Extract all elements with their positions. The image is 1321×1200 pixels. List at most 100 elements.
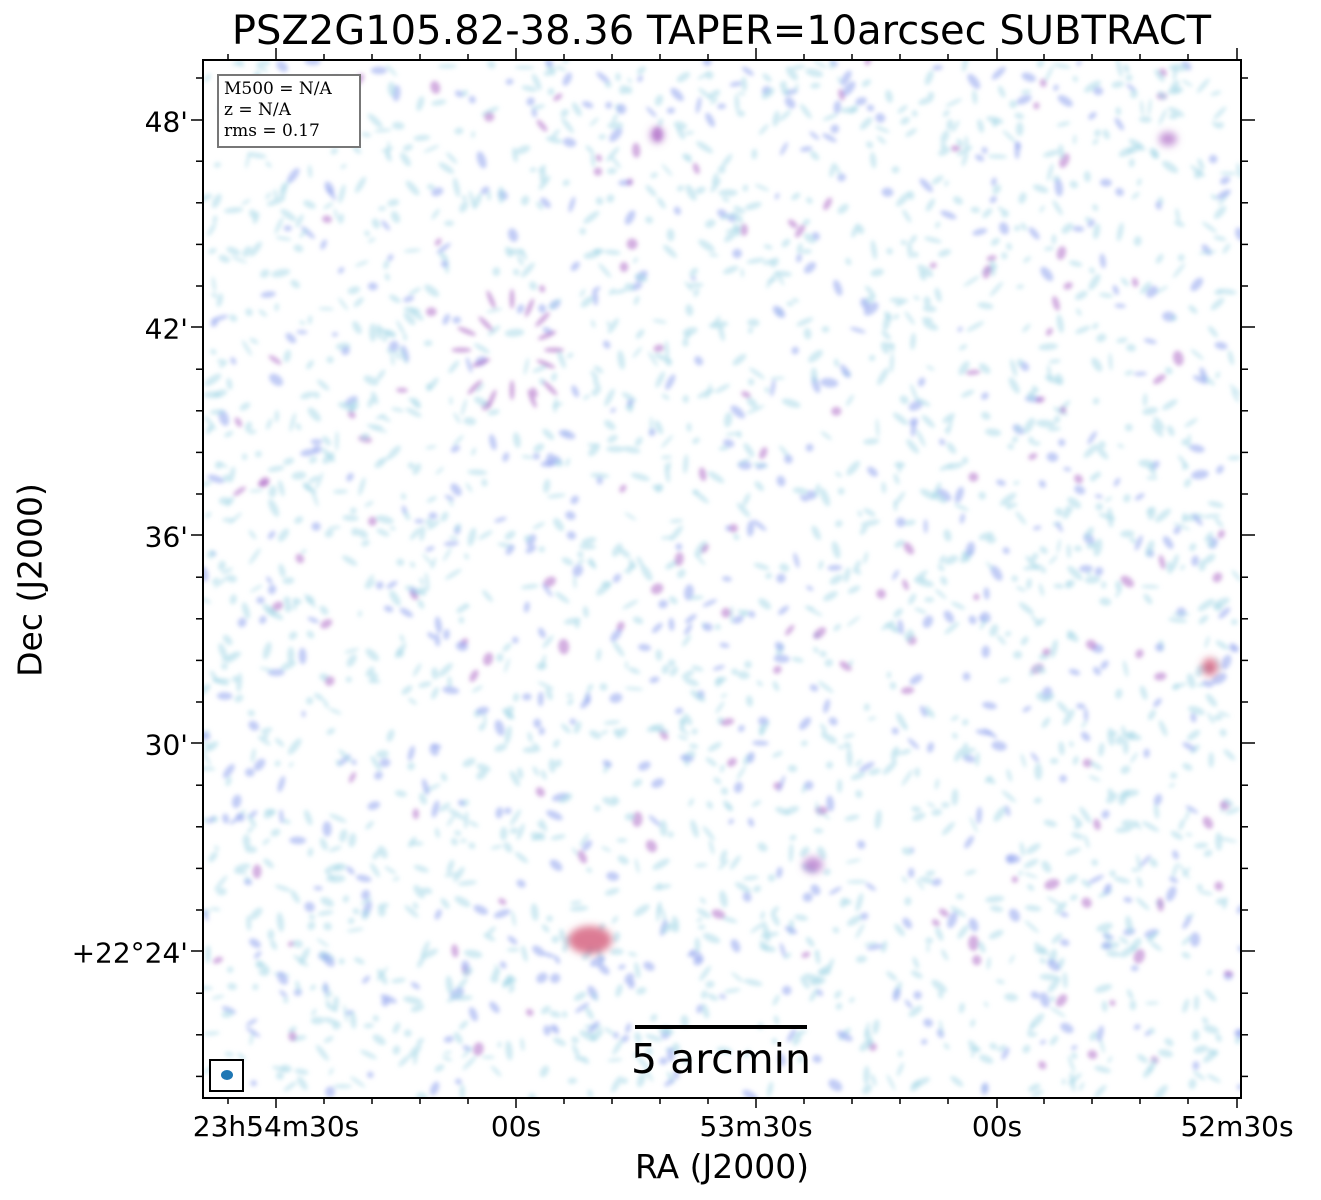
noise-blob: [347, 410, 356, 419]
noise-blob: [1129, 537, 1137, 544]
noise-blob: [977, 119, 984, 133]
noise-blob: [1034, 763, 1043, 781]
noise-blob: [1124, 370, 1134, 376]
noise-blob: [1135, 897, 1150, 911]
noise-blob: [1158, 720, 1168, 737]
noise-blob: [562, 1011, 568, 1018]
noise-blob: [682, 327, 698, 336]
noise-blob: [358, 477, 366, 496]
noise-blob: [1057, 95, 1073, 107]
noise-blob: [259, 667, 275, 672]
noise-blob: [538, 627, 546, 639]
noise-blob: [636, 1072, 646, 1088]
noise-blob: [554, 591, 570, 604]
noise-blob: [1094, 129, 1102, 137]
noise-blob: [1016, 284, 1025, 289]
noise-blob: [590, 152, 596, 168]
noise-blob: [370, 755, 382, 771]
noise-blob: [633, 257, 638, 264]
noise-blob: [991, 66, 1006, 80]
noise-blob: [1182, 866, 1191, 878]
noise-blob: [473, 396, 489, 407]
noise-blob: [250, 1080, 257, 1087]
noise-blob: [1072, 755, 1079, 765]
noise-blob: [455, 641, 468, 652]
noise-blob: [650, 726, 670, 734]
noise-blob: [803, 973, 822, 983]
noise-blob: [1024, 920, 1039, 933]
noise-blob: [1038, 480, 1046, 488]
noise-blob: [838, 88, 845, 101]
noise-blob: [1038, 583, 1045, 597]
noise-blob: [835, 520, 843, 528]
noise-blob: [960, 389, 975, 398]
noise-blob: [1085, 571, 1092, 576]
noise-blob: [1030, 991, 1040, 999]
noise-blob: [632, 346, 642, 359]
y-axis-label: Dec (J2000): [10, 483, 50, 677]
noise-blob: [291, 471, 307, 480]
noise-blob: [645, 216, 654, 224]
noise-blob: [742, 875, 759, 881]
noise-blob: [1227, 350, 1234, 366]
noise-blob: [839, 897, 848, 908]
noise-blob: [824, 659, 833, 667]
noise-blob: [591, 992, 599, 1002]
noise-blob: [270, 939, 278, 950]
noise-blob: [1158, 554, 1166, 570]
noise-blob: [632, 811, 643, 827]
noise-blob: [860, 298, 870, 310]
noise-blob: [929, 710, 935, 719]
noise-blob: [452, 177, 461, 198]
noise-blob: [532, 453, 540, 460]
noise-blob: [536, 119, 548, 132]
noise-blob: [896, 1062, 904, 1077]
noise-blob: [962, 742, 970, 759]
noise-blob: [386, 729, 395, 742]
noise-blob: [384, 273, 390, 281]
noise-blob: [810, 82, 821, 89]
noise-blob: [754, 481, 764, 492]
noise-blob: [1065, 580, 1071, 587]
noise-blob: [1142, 407, 1158, 415]
noise-blob: [1049, 995, 1055, 1002]
noise-blob: [454, 523, 462, 532]
noise-blob: [802, 892, 813, 902]
artefact-blob: [487, 389, 497, 409]
noise-blob: [1122, 732, 1142, 741]
noise-blob: [1111, 81, 1124, 88]
noise-blob: [1206, 969, 1212, 976]
noise-blob: [274, 760, 281, 767]
noise-blob: [630, 472, 650, 481]
noise-blob: [623, 564, 637, 573]
noise-blob: [453, 866, 465, 882]
x-axis-label: RA (J2000): [634, 1147, 810, 1186]
noise-blob: [890, 622, 900, 633]
noise-blob: [1146, 476, 1158, 480]
noise-blob: [1172, 350, 1184, 366]
noise-blob: [656, 902, 661, 922]
noise-blob: [652, 884, 672, 890]
noise-blob: [426, 184, 435, 190]
noise-blob: [205, 945, 211, 964]
noise-blob: [279, 809, 284, 824]
noise-blob: [680, 1014, 689, 1028]
noise-blob: [1015, 511, 1027, 525]
noise-blob: [326, 874, 346, 883]
noise-blob: [736, 430, 742, 439]
noise-blob: [934, 287, 942, 302]
noise-blob: [1217, 836, 1238, 843]
noise-blob: [203, 817, 209, 823]
noise-blob: [743, 978, 763, 987]
noise-blob: [1202, 816, 1214, 829]
noise-blob: [270, 828, 281, 837]
noise-blob: [1081, 720, 1087, 729]
noise-blob: [673, 121, 688, 130]
noise-blob: [862, 1084, 872, 1095]
noise-blob: [1039, 957, 1047, 964]
noise-blob: [754, 184, 770, 192]
noise-blob: [259, 615, 267, 624]
noise-blob: [364, 230, 370, 237]
noise-blob: [345, 676, 352, 683]
noise-blob: [970, 206, 981, 213]
